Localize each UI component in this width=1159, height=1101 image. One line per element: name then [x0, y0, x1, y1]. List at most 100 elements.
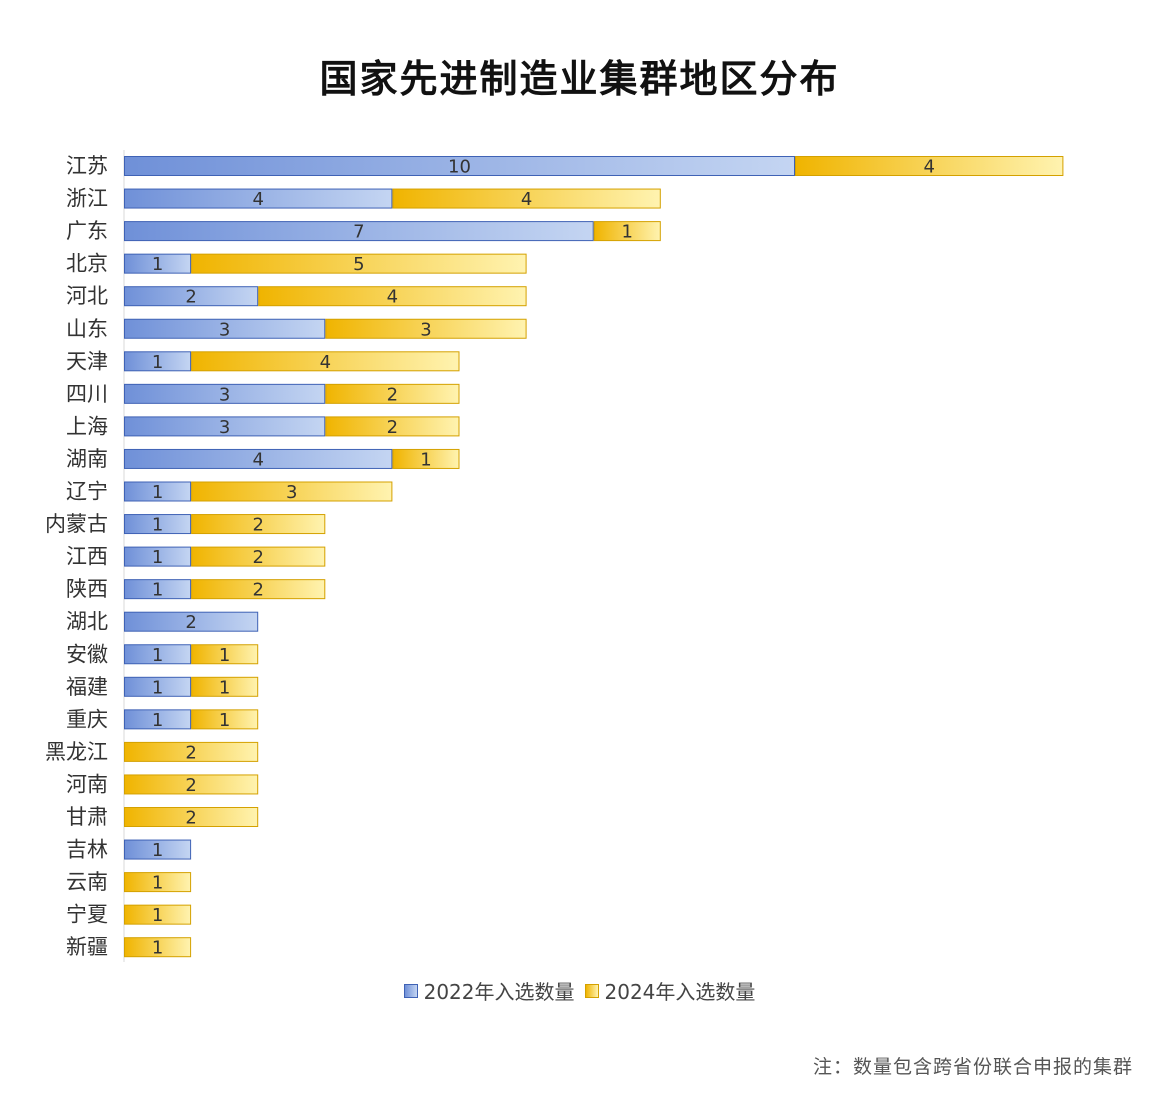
- bar-2024: [191, 676, 259, 697]
- bar-2022: [124, 644, 192, 665]
- bar-2024: [258, 286, 527, 307]
- bar-2022: [124, 188, 393, 209]
- bar-2024: [124, 904, 192, 925]
- bar-value-label: 2: [185, 775, 196, 796]
- bar-value-label: 3: [219, 319, 230, 340]
- footnote: 注：数量包含跨省份联合申报的集群: [812, 1056, 1133, 1078]
- bar-2024: [124, 872, 192, 893]
- bar-2024: [795, 156, 1064, 176]
- bar-value-label: 1: [152, 352, 163, 373]
- bar-value-label: 1: [152, 254, 163, 275]
- bar-value-label: 4: [320, 352, 331, 373]
- category-label: 天津: [66, 349, 108, 373]
- bar-2022: [124, 221, 594, 242]
- bar-value-label: 1: [152, 580, 163, 601]
- category-label: 四川: [66, 382, 108, 406]
- bar-2022: [124, 546, 192, 567]
- bar-2022: [124, 416, 326, 437]
- bar-value-label: 1: [622, 222, 633, 243]
- category-label: 安徽: [66, 642, 108, 666]
- legend-item-2022: 2022年入选数量: [403, 976, 575, 1005]
- bar-2024: [325, 416, 460, 437]
- bar-value-label: 4: [252, 449, 263, 470]
- category-label: 内蒙古: [45, 512, 108, 536]
- bar-2022: [124, 351, 192, 372]
- category-label: 上海: [66, 414, 108, 438]
- bar-2024: [325, 383, 460, 404]
- legend-swatch-2022: [403, 983, 418, 998]
- bar-value-label: 1: [152, 547, 163, 568]
- bar-value-label: 1: [219, 677, 230, 698]
- bar-value-label: 1: [152, 645, 163, 666]
- category-label: 宁夏: [66, 903, 108, 927]
- category-label: 云南: [66, 870, 108, 894]
- bar-value-label: 2: [185, 808, 196, 829]
- bar-value-label: 4: [923, 157, 934, 178]
- bar-2024: [124, 807, 259, 827]
- category-label: 辽宁: [66, 480, 108, 504]
- bar-2022: [124, 709, 192, 730]
- category-label: 广东: [66, 219, 108, 243]
- bar-2024: [124, 741, 259, 762]
- bar-2024: [191, 709, 259, 730]
- bar-2022: [124, 579, 192, 600]
- bar-2024: [392, 448, 460, 469]
- bar-2022: [124, 839, 192, 860]
- bar-value-label: 2: [252, 515, 263, 536]
- bar-value-label: 2: [252, 580, 263, 601]
- bar-2022: [124, 286, 259, 307]
- bar-value-label: 1: [152, 515, 163, 536]
- bar-2024: [191, 351, 460, 372]
- bar-value-label: 2: [387, 417, 398, 438]
- category-label: 吉林: [66, 838, 108, 862]
- bar-2024: [191, 579, 326, 600]
- bar-value-label: 1: [152, 482, 163, 503]
- bar-2022: [124, 318, 326, 339]
- bar-2024: [191, 644, 259, 665]
- bar-value-label: 1: [152, 840, 163, 861]
- category-label: 湖北: [66, 610, 108, 634]
- bar-2024: [124, 937, 192, 958]
- bar-value-label: 7: [353, 222, 364, 243]
- bar-value-label: 1: [152, 710, 163, 731]
- bar-2024: [191, 514, 326, 535]
- bar-value-label: 3: [286, 482, 297, 503]
- category-label: 福建: [66, 675, 108, 699]
- bar-2022: [124, 676, 192, 697]
- bar-2024: [191, 481, 393, 502]
- category-label: 河北: [66, 284, 108, 308]
- category-label: 湖南: [66, 447, 108, 471]
- bar-value-label: 3: [420, 319, 431, 340]
- bar-value-label: 1: [420, 449, 431, 470]
- legend-swatch-2024: [584, 983, 599, 998]
- category-label: 江西: [66, 545, 108, 569]
- category-label: 山东: [66, 317, 108, 341]
- legend-item-2024: 2024年入选数量: [584, 976, 755, 1005]
- legend: 2022年入选数量 2024年入选数量: [0, 976, 1159, 1005]
- bar-value-label: 1: [152, 873, 163, 894]
- legend-label-2022: 2022年入选数量: [423, 980, 575, 1004]
- bar-value-label: 4: [252, 189, 263, 210]
- bar-2024: [325, 318, 527, 339]
- bar-2024: [191, 546, 326, 567]
- bar-value-label: 10: [448, 157, 471, 178]
- bar-value-label: 2: [387, 384, 398, 405]
- bar-2022: [124, 448, 393, 469]
- category-label: 陕西: [66, 577, 108, 601]
- bar-2022: [124, 611, 259, 632]
- category-label: 北京: [66, 252, 108, 276]
- bar-value-label: 4: [521, 189, 532, 210]
- bar-value-label: 2: [252, 547, 263, 568]
- bar-value-label: 1: [219, 645, 230, 666]
- bar-2024: [191, 253, 527, 274]
- bar-value-label: 1: [152, 938, 163, 959]
- bar-value-label: 1: [152, 677, 163, 698]
- bar-value-label: 1: [152, 905, 163, 926]
- bar-2024: [124, 774, 259, 795]
- bar-2024: [593, 221, 661, 242]
- bar-value-label: 3: [219, 384, 230, 405]
- bar-2022: [124, 514, 192, 535]
- bar-2022: [124, 253, 192, 274]
- bar-value-label: 5: [353, 254, 364, 275]
